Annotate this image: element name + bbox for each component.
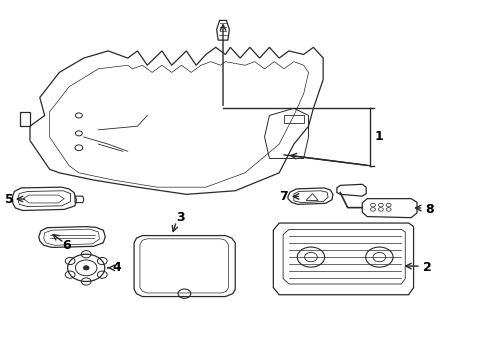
Text: 3: 3 [176, 211, 184, 224]
Text: 2: 2 [423, 261, 432, 274]
Text: 4: 4 [112, 261, 121, 274]
Text: 6: 6 [62, 239, 71, 252]
Circle shape [83, 266, 89, 270]
Text: 5: 5 [4, 193, 13, 206]
Text: 1: 1 [375, 130, 384, 144]
Text: 7: 7 [279, 190, 288, 203]
Text: 8: 8 [425, 203, 434, 216]
